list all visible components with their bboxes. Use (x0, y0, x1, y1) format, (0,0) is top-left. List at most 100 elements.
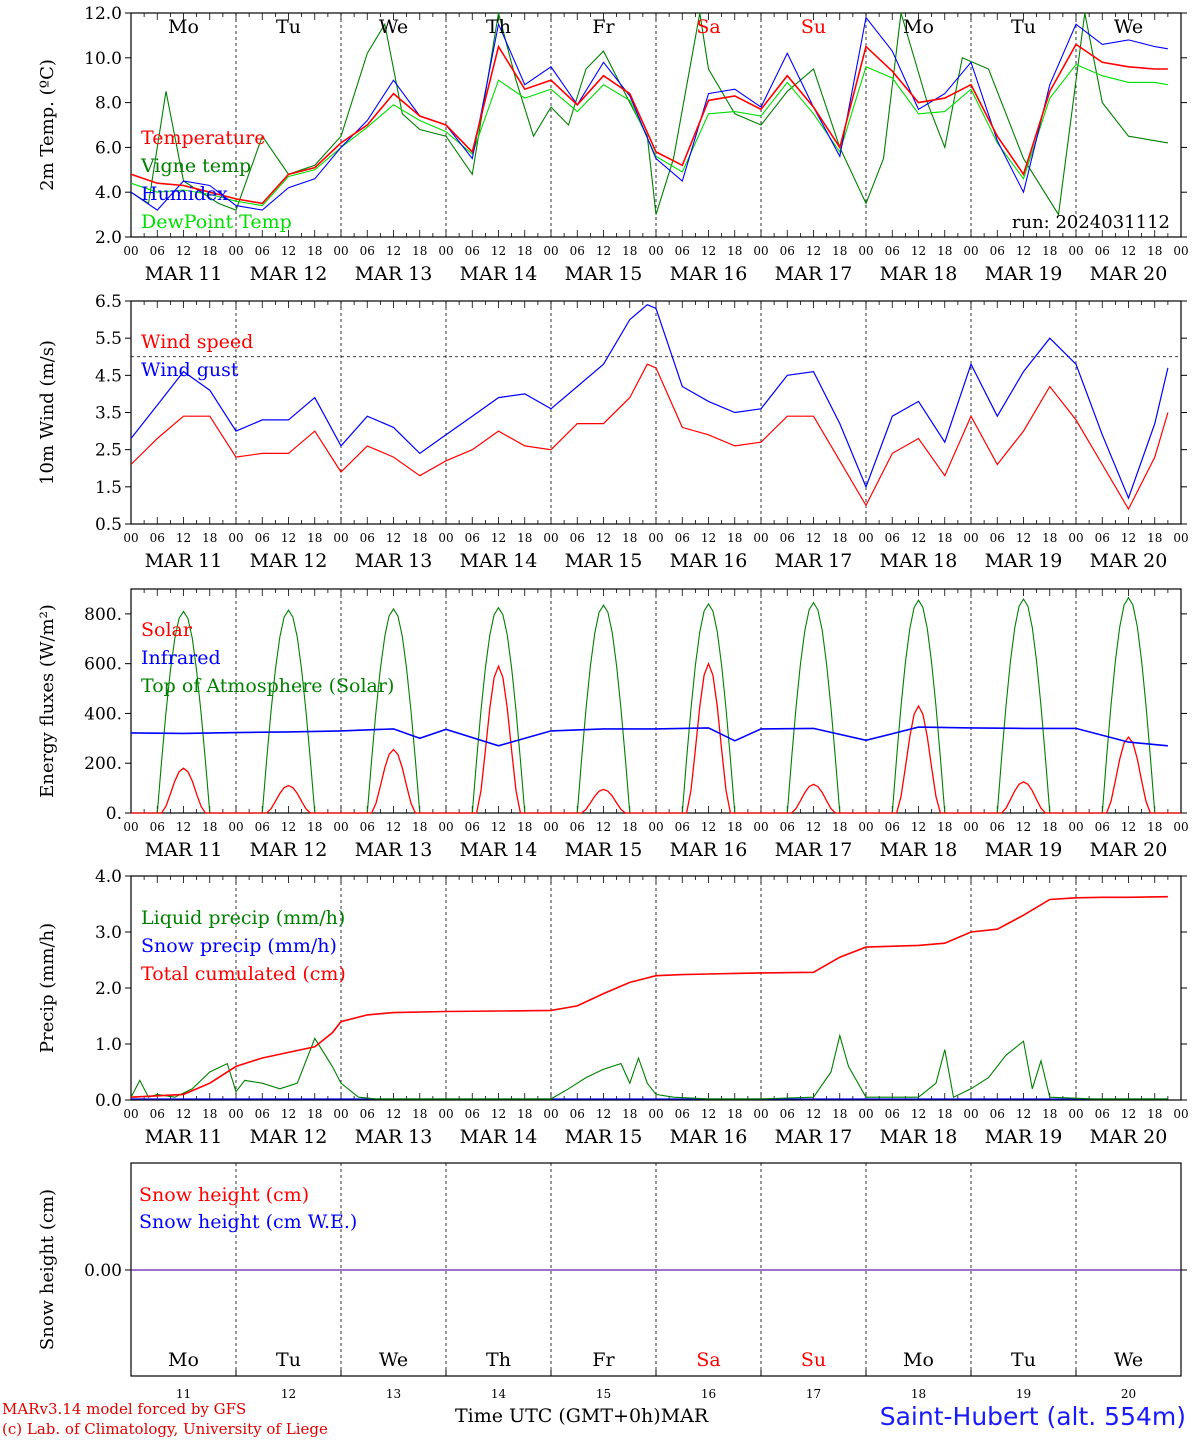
hour-tick-label: 12 (386, 820, 401, 834)
hour-tick-label: 18 (202, 531, 217, 545)
series-line-dewpoint-temp (130, 63, 1168, 207)
legend-entry: Liquid precip (mm/h) (141, 907, 345, 929)
hour-tick-label: 18 (832, 1107, 847, 1121)
hour-tick-label: 06 (1095, 1107, 1110, 1121)
hour-tick-label: 12 (281, 820, 296, 834)
y-tick-label: 200. (84, 754, 122, 774)
hour-tick-label: 18 (1147, 1107, 1162, 1121)
hour-tick-label: 00 (123, 244, 138, 258)
hour-tick-label: 00 (543, 244, 558, 258)
date-label: MAR 20 (1090, 1126, 1168, 1148)
hour-tick-label: 00 (438, 820, 453, 834)
hour-tick-label: 00 (333, 244, 348, 258)
legend-entry: Wind gust (141, 359, 239, 381)
weekday-label: Tu (276, 16, 301, 38)
legend-entry: Total cumulated (cm) (141, 963, 346, 985)
hour-tick-label: 00 (543, 1107, 558, 1121)
hour-tick-label: 18 (832, 820, 847, 834)
hour-tick-label: 06 (150, 244, 165, 258)
y-tick-label: 6.5 (95, 292, 122, 312)
date-label: MAR 14 (460, 550, 538, 572)
hour-tick-label: 12 (176, 1107, 191, 1121)
hour-tick-label: 12 (806, 244, 821, 258)
hour-tick-label: 06 (885, 1107, 900, 1121)
hour-tick-label: 06 (675, 820, 690, 834)
weekday-label: Mo (168, 16, 199, 38)
y-tick-label: 800. (84, 605, 122, 625)
date-label: MAR 16 (670, 550, 748, 572)
legend-entry: Temperature (141, 127, 265, 149)
day-number-label: 11 (176, 1387, 191, 1401)
lab-credit: (c) Lab. of Climatology, University of L… (2, 1420, 328, 1438)
hour-tick-label: 06 (255, 820, 270, 834)
month-label: MAR (660, 1405, 709, 1427)
weekday-label: Tu (276, 1349, 301, 1371)
hour-tick-label: 18 (307, 1107, 322, 1121)
hour-tick-label: 06 (780, 820, 795, 834)
weekday-label: Th (486, 16, 511, 38)
date-label: MAR 14 (460, 263, 538, 285)
hour-tick-label: 00 (333, 1107, 348, 1121)
hour-tick-label: 00 (963, 531, 978, 545)
y-axis-title: 2m Temp. (ºC) (37, 59, 58, 191)
hour-tick-label: 18 (1147, 820, 1162, 834)
hour-tick-label: 12 (1016, 244, 1031, 258)
hour-tick-label: 06 (465, 1107, 480, 1121)
hour-tick-label: 06 (990, 244, 1005, 258)
hour-tick-label: 00 (438, 244, 453, 258)
hour-tick-label: 18 (622, 1107, 637, 1121)
date-label: MAR 16 (670, 1126, 748, 1148)
date-label: MAR 11 (145, 263, 223, 285)
panel-1: 00 06 12 18 MAR 11 00 06 12 18 MAR 12 00 06 12 18 MAR … (37, 4, 1189, 285)
hour-tick-label: 18 (937, 244, 952, 258)
hour-tick-label: 00 (1173, 531, 1188, 545)
date-label: MAR 14 (460, 839, 538, 861)
y-tick-label: 600. (84, 655, 122, 675)
hour-tick-label: 18 (937, 820, 952, 834)
y-axis-title: 10m Wind (m/s) (37, 340, 58, 485)
day-number-label: 13 (386, 1387, 401, 1401)
series-line-solar (131, 661, 1181, 814)
hour-tick-label: 12 (806, 1107, 821, 1121)
hour-tick-label: 00 (1068, 531, 1083, 545)
hour-tick-label: 12 (701, 244, 716, 258)
hour-tick-label: 06 (1095, 820, 1110, 834)
date-label: MAR 17 (775, 550, 853, 572)
weekday-label: Mo (903, 16, 934, 38)
hour-tick-label: 06 (360, 1107, 375, 1121)
hour-tick-label: 12 (911, 820, 926, 834)
hour-tick-label: 00 (648, 244, 663, 258)
hour-tick-label: 06 (675, 1107, 690, 1121)
hour-tick-label: 00 (123, 820, 138, 834)
model-credit: MARv3.14 model forced by GFS (2, 1400, 247, 1418)
y-tick-label: 12.0 (84, 4, 122, 24)
date-label: MAR 17 (775, 1126, 853, 1148)
hour-tick-label: 00 (1068, 820, 1083, 834)
y-tick-label: 5.5 (95, 329, 122, 349)
hour-tick-label: 00 (333, 531, 348, 545)
hour-tick-label: 12 (596, 531, 611, 545)
y-tick-label: 3.5 (95, 404, 122, 424)
weekday-label: Fr (592, 1349, 615, 1371)
date-label: MAR 15 (565, 263, 643, 285)
hour-tick-label: 18 (517, 244, 532, 258)
hour-tick-label: 06 (675, 531, 690, 545)
weekday-label: We (1114, 1349, 1143, 1371)
hour-tick-label: 18 (517, 820, 532, 834)
legend-entry: Wind speed (141, 331, 253, 353)
series-line-wind-gust (130, 304, 1169, 500)
hour-tick-label: 06 (150, 820, 165, 834)
hour-tick-label: 06 (465, 820, 480, 834)
hour-tick-label: 00 (858, 820, 873, 834)
hour-tick-label: 18 (622, 531, 637, 545)
hour-tick-label: 18 (307, 820, 322, 834)
y-tick-label: 0.5 (95, 515, 122, 535)
legend-entry: Snow precip (mm/h) (141, 935, 337, 957)
hour-tick-label: 18 (1147, 244, 1162, 258)
panel-frame (130, 300, 1182, 525)
hour-tick-label: 06 (570, 531, 585, 545)
hour-tick-label: 12 (491, 1107, 506, 1121)
weekday-label: Tu (1011, 1349, 1036, 1371)
date-label: MAR 19 (985, 1126, 1063, 1148)
date-label: MAR 13 (355, 1126, 433, 1148)
